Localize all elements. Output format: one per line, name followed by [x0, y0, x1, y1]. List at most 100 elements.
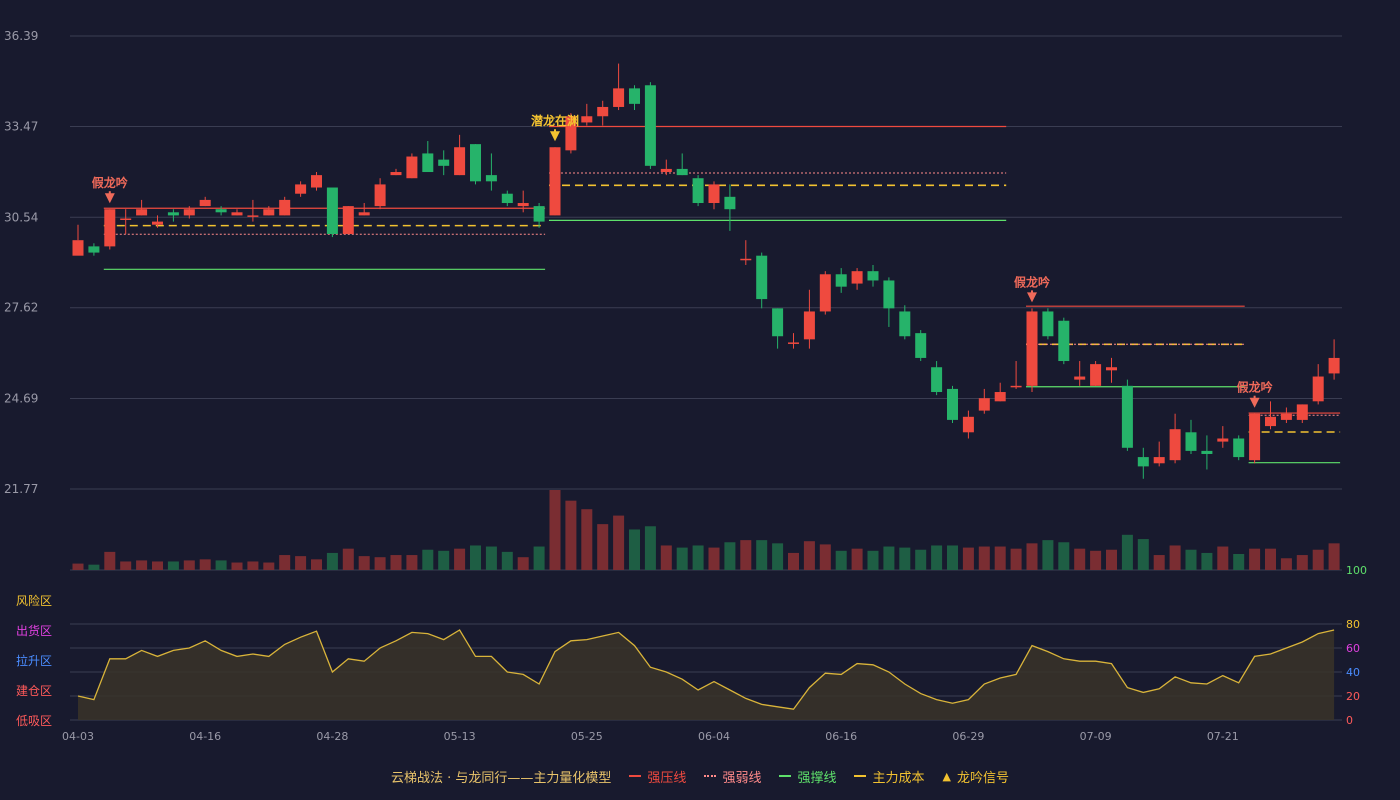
legend-weak-label: 强弱线 [722, 770, 762, 786]
volume-bar [167, 561, 179, 570]
volume-bar [549, 490, 561, 570]
volume-bar [867, 550, 879, 570]
legend-pressure[interactable]: 强压线 [629, 767, 686, 786]
candle-body [1265, 416, 1276, 427]
legend-signal-label: 龙吟信号 [956, 770, 1009, 786]
volume-bar [470, 545, 481, 570]
candle-body [1058, 320, 1070, 362]
candle-body [1010, 385, 1022, 388]
candle-body [565, 116, 577, 151]
volume-bar [438, 550, 450, 570]
volume-bar [1026, 543, 1038, 570]
x-tick-label: 04-03 [62, 730, 94, 743]
volume-bar [72, 563, 84, 570]
candle-body [994, 392, 1006, 402]
legend-support-label: 强撑线 [797, 770, 837, 786]
zone-label: 拉升区 [16, 653, 52, 668]
signal-label: 假龙吟 [92, 175, 128, 190]
triangle-icon: ▲ [942, 769, 951, 783]
volume-bar [374, 557, 386, 570]
candle-body [708, 184, 720, 204]
candle-body [104, 209, 116, 247]
candle-body [231, 212, 243, 216]
volume-bar [215, 560, 227, 570]
y-tick-label: 30.54 [4, 210, 38, 224]
oscillator-right-tick: 60 [1346, 642, 1360, 655]
candle-body [342, 206, 354, 234]
candle-body [947, 388, 958, 420]
volume-bar [708, 547, 720, 570]
candle-body [88, 246, 100, 253]
x-tick-label: 04-28 [316, 730, 348, 743]
candle-body [1249, 413, 1261, 461]
legend-model-label: 云梯战法 · 与龙同行——主力量化模型 [391, 770, 612, 786]
candle-body [406, 156, 418, 179]
volume-bar [1169, 545, 1181, 570]
volume-bar [152, 561, 163, 570]
volume-bar [947, 545, 958, 570]
candle-body [660, 168, 672, 173]
candle-body [199, 199, 211, 207]
oscillator-right-tick: 20 [1346, 690, 1360, 703]
volume-bar [1042, 540, 1054, 570]
volume-bar [311, 559, 322, 570]
volume-bar [358, 556, 370, 570]
candle-body [438, 159, 450, 166]
volume-bar [835, 550, 847, 570]
candle-body [1121, 385, 1133, 448]
candle-body [454, 147, 466, 176]
volume-bar [390, 555, 402, 570]
legend-cost[interactable]: 主力成本 [854, 767, 924, 786]
candle-body [215, 209, 227, 213]
candle-body [867, 271, 879, 281]
volume-bar [803, 541, 815, 570]
volume-bar [851, 548, 863, 570]
candle-body [358, 212, 370, 216]
candle-body [819, 274, 831, 312]
candle-body [1328, 357, 1340, 374]
signal-arrow-icon [104, 193, 115, 204]
candle-body [1074, 376, 1086, 380]
x-tick-label: 06-04 [698, 730, 730, 743]
volume-bar [263, 562, 275, 570]
y-tick-label: 21.77 [4, 482, 38, 496]
y-tick-label: 36.39 [4, 29, 38, 43]
signal-arrow-icon [1027, 292, 1037, 303]
volume-bar [788, 552, 799, 570]
oscillator-area [78, 630, 1335, 720]
candle-body [390, 172, 402, 176]
candle-body [597, 106, 609, 117]
volume-bar [597, 524, 609, 570]
legend-signal[interactable]: ▲ 龙吟信号 [942, 767, 1008, 786]
legend-weak[interactable]: 强弱线 [704, 767, 761, 786]
volume-bar [1328, 543, 1340, 570]
y-tick-label: 33.47 [4, 119, 38, 133]
volume-bar [581, 509, 593, 570]
volume-bar [883, 546, 895, 570]
candle-body [962, 416, 974, 433]
candle-body [1153, 457, 1165, 464]
candle-body [1137, 457, 1149, 467]
legend: 云梯战法 · 与龙同行——主力量化模型 强压线 强弱线 强撑线 主力成本 ▲ 龙… [0, 766, 1400, 786]
candle-body [470, 144, 481, 182]
volume-bar [915, 549, 927, 570]
candle-body [533, 206, 545, 222]
volume-bar [1153, 555, 1165, 570]
volume-bar [533, 546, 545, 570]
candle-body [295, 184, 307, 194]
candle-body [263, 209, 275, 216]
legend-support[interactable]: 强撑线 [779, 767, 836, 786]
volume-bar [183, 560, 195, 570]
signal-label: 假龙吟 [1237, 380, 1273, 395]
volume-bar [295, 556, 307, 570]
x-tick-label: 06-16 [825, 730, 857, 743]
candle-body [517, 203, 529, 207]
candle-body [1090, 364, 1102, 386]
volume-bar [1280, 558, 1292, 570]
candle-body [978, 398, 990, 411]
y-tick-label: 24.69 [4, 392, 38, 406]
volume-bar [962, 547, 974, 570]
candle-body [899, 311, 911, 337]
x-tick-label: 04-16 [189, 730, 221, 743]
volume-bar [1233, 554, 1245, 570]
